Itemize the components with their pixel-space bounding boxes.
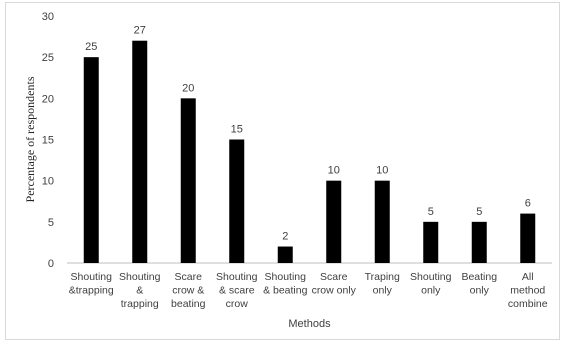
y-tick-label: 5 [48,217,54,229]
bar [83,57,99,263]
data-label: 25 [85,41,97,53]
bar [132,40,148,264]
data-label: 15 [231,124,243,136]
category-label: Shouting&trapping [119,271,161,310]
bar [520,213,536,263]
y-tick-label: 0 [48,258,54,270]
bar [326,180,342,263]
category-label: Shouting & scare crow [216,271,258,310]
data-label: 10 [376,165,388,177]
data-label: 5 [476,206,482,218]
category-label: Shouting only [410,271,452,297]
category-label: All method combine [508,271,548,310]
category-label: Beating only [461,271,497,297]
category-label: Traping only [365,271,400,297]
y-axis-title: Percentage of respondents [23,76,37,202]
bar [423,221,439,263]
data-label: 2 [282,231,288,243]
data-label: 20 [182,82,194,94]
bar [471,221,487,263]
bar [277,246,293,263]
x-axis-title: Methods [288,318,331,330]
category-label: Shouting&trapping [69,271,114,297]
data-label: 10 [328,165,340,177]
y-tick-label: 15 [42,135,54,147]
y-tick-label: 30 [42,11,54,23]
category-label: Shouting & beating [263,271,308,297]
y-tick-label: 10 [42,176,54,188]
data-labels-group: 25 27 20 15 2 10 10 5 5 6 [85,25,531,243]
y-tick-label: 20 [42,93,54,105]
y-axis-tick-labels: 0 5 10 15 20 25 30 [42,11,54,270]
bar [229,139,245,263]
bar [180,98,196,263]
data-label: 6 [525,198,531,210]
data-label: 27 [134,25,146,37]
category-label: Scare crow only [312,271,357,297]
category-label: Scare crow & beating [171,271,206,310]
data-label: 5 [428,206,434,218]
y-tick-label: 25 [42,52,54,64]
bars-group [83,40,536,264]
bar [374,180,390,263]
